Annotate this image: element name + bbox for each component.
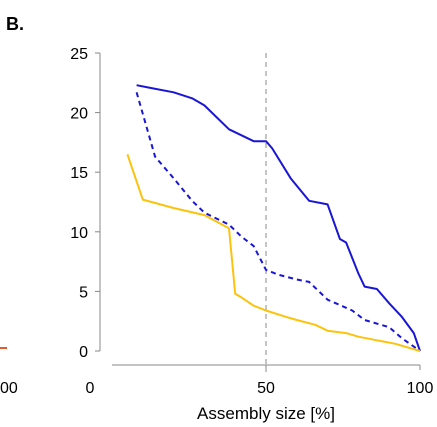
y-tick-label: 5 [79, 284, 88, 301]
series-line-3 [126, 153, 421, 352]
y-tick-label: 0 [79, 344, 88, 361]
axes [99, 53, 420, 366]
series-line-1 [136, 84, 421, 352]
panel-label: B. [6, 14, 24, 34]
series-layer [126, 84, 421, 352]
x-tick-label: 50 [257, 380, 275, 397]
x-ticks: 0 50 100 [86, 365, 434, 397]
left-fragment-tick-label: 00 [0, 380, 18, 397]
y-tick-label: 25 [70, 46, 88, 63]
y-tick-label: 20 [70, 106, 88, 123]
y-ticks: 0 5 10 15 20 25 [70, 46, 100, 361]
y-tick-label: 10 [70, 225, 88, 242]
y-tick-label: 15 [70, 165, 88, 182]
x-tick-label: 100 [407, 380, 434, 397]
x-axis-label: Assembly size [%] [197, 404, 335, 423]
series-line-2 [135, 92, 421, 352]
x-tick-label: 0 [86, 380, 95, 397]
